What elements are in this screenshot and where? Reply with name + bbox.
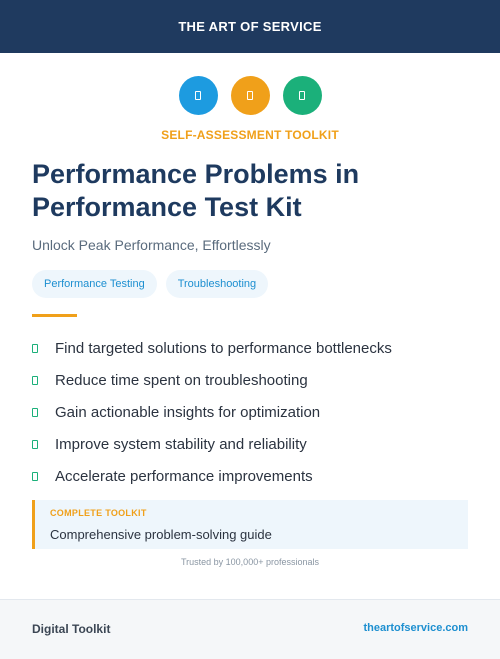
list-item: Accelerate performance improvements (32, 460, 392, 492)
footer-bar: Digital Toolkit theartofservice.com (0, 599, 500, 659)
benefit-text: Reduce time spent on troubleshooting (55, 371, 308, 389)
callout-label: COMPLETE TOOLKIT (50, 508, 147, 518)
benefit-text: Improve system stability and reliability (55, 435, 307, 453)
check-icon (32, 375, 38, 385)
check-icon (32, 439, 38, 449)
accent-divider (32, 314, 77, 317)
tag-performance-testing: Performance Testing (32, 270, 157, 298)
trust-note: Trusted by 100,000+ professionals (180, 557, 319, 567)
list-item: Reduce time spent on troubleshooting (32, 364, 392, 396)
title-line-1: Performance Problems in (32, 159, 360, 189)
benefit-text: Accelerate performance improvements (55, 467, 313, 485)
check-icon (32, 471, 38, 481)
document-icon (178, 76, 218, 115)
document-icon (282, 76, 322, 115)
icon-row (0, 76, 500, 115)
check-icon (32, 343, 38, 353)
benefit-list: Find targeted solutions to performance b… (32, 332, 392, 492)
page-title: Performance Problems in Performance Test… (32, 158, 472, 224)
kicker-label: SELF-ASSESSMENT TOOLKIT (161, 128, 339, 142)
subtitle: Unlock Peak Performance, Effortlessly (32, 237, 271, 253)
benefit-text: Gain actionable insights for optimizatio… (55, 403, 321, 421)
list-item: Find targeted solutions to performance b… (32, 332, 392, 364)
tag-list: Performance Testing Troubleshooting (32, 270, 269, 298)
check-icon (32, 407, 38, 417)
tag-troubleshooting: Troubleshooting (165, 270, 269, 298)
benefit-text: Find targeted solutions to performance b… (55, 339, 392, 357)
document-icon (230, 76, 270, 115)
brand-title: THE ART OF SERVICE (178, 19, 322, 34)
footer-label: Digital Toolkit (32, 622, 111, 636)
website-link[interactable]: theartofservice.com (363, 622, 468, 634)
callout-text: Comprehensive problem-solving guide (50, 527, 272, 542)
list-item: Improve system stability and reliability (32, 428, 392, 460)
header-bar: THE ART OF SERVICE (0, 0, 500, 53)
list-item: Gain actionable insights for optimizatio… (32, 396, 392, 428)
title-line-2: Performance Test Kit (32, 192, 302, 222)
toolkit-callout: COMPLETE TOOLKIT Comprehensive problem-s… (32, 500, 468, 549)
